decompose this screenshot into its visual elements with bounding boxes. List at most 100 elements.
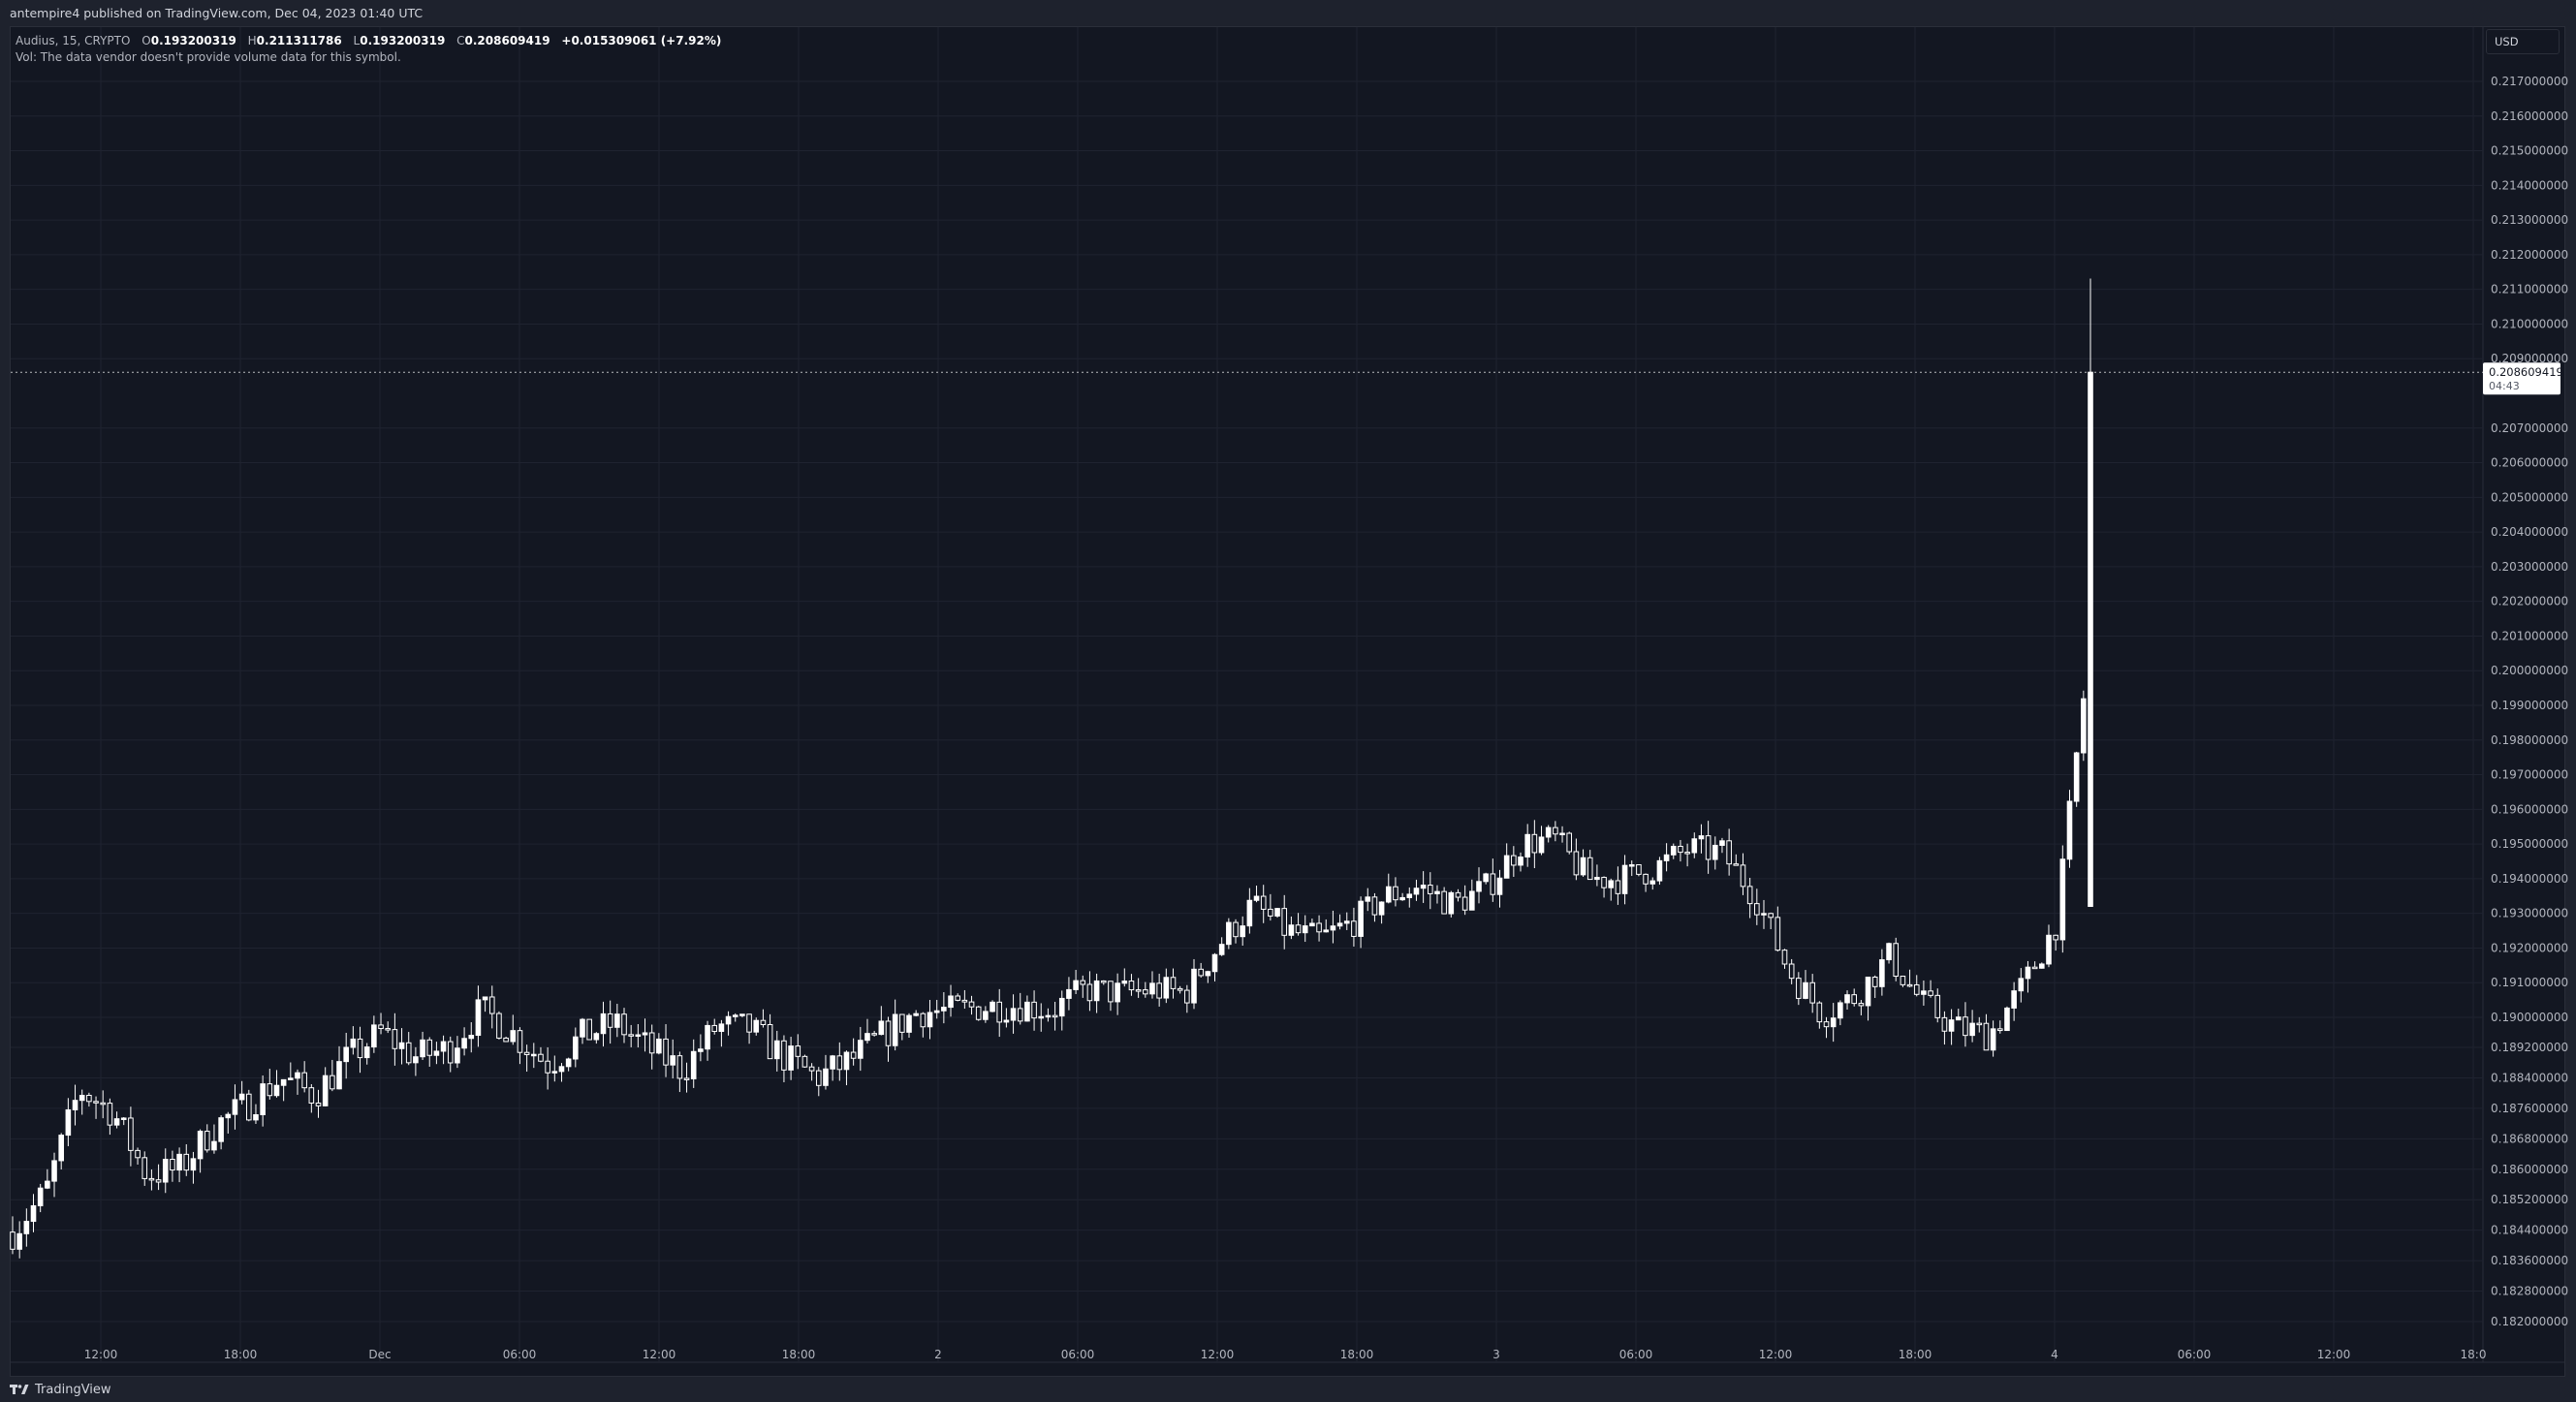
time-tick-label: 18:0 bbox=[2461, 1348, 2487, 1361]
candle-body bbox=[1052, 1014, 1058, 1018]
candle-body bbox=[1268, 908, 1273, 917]
candle-body bbox=[1628, 864, 1635, 867]
candle-body bbox=[2046, 934, 2052, 965]
candle-body bbox=[107, 1103, 113, 1126]
candle-body bbox=[1608, 880, 1615, 888]
time-tick-label: 12:00 bbox=[2317, 1348, 2351, 1361]
currency-selector[interactable]: USD bbox=[2486, 29, 2560, 54]
candle-body bbox=[1963, 1016, 1968, 1037]
price-tick-label: 0.212000000 bbox=[2491, 248, 2568, 262]
candle-body bbox=[245, 1093, 252, 1121]
price-tick-label: 0.205000000 bbox=[2491, 490, 2568, 504]
candle-body bbox=[10, 1231, 16, 1250]
time-tick-label: 06:00 bbox=[1061, 1348, 1095, 1361]
candle-body bbox=[1211, 953, 1218, 973]
candle-body bbox=[440, 1041, 447, 1052]
price-tick-label: 0.188400000 bbox=[2491, 1071, 2568, 1084]
candle-body bbox=[558, 1066, 565, 1073]
candle-body bbox=[16, 1232, 22, 1250]
candle-body bbox=[858, 1040, 864, 1059]
price-tick-label: 0.197000000 bbox=[2491, 768, 2568, 782]
candle-body bbox=[1921, 990, 1927, 995]
candle-body bbox=[420, 1039, 425, 1058]
candle-body bbox=[1385, 886, 1392, 903]
candle-body bbox=[1871, 977, 1878, 987]
candle-body bbox=[795, 1045, 801, 1057]
price-tick-label: 0.187600000 bbox=[2491, 1102, 2568, 1115]
candle-body bbox=[892, 1013, 898, 1046]
price-tick-label: 0.209000000 bbox=[2491, 352, 2568, 365]
candle-body bbox=[1358, 900, 1364, 937]
candle-body bbox=[2073, 752, 2080, 802]
candle-body bbox=[1948, 1019, 1955, 1032]
candle-body bbox=[1003, 1019, 1010, 1023]
bar-countdown: 04:43 bbox=[2489, 380, 2520, 392]
candle-body bbox=[37, 1187, 44, 1206]
time-tick-label: 2 bbox=[934, 1348, 942, 1361]
time-tick-label: 4 bbox=[2051, 1348, 2058, 1361]
candle-body bbox=[1775, 917, 1781, 951]
candle-body bbox=[530, 1053, 537, 1057]
symbol-label[interactable]: Audius, 15, CRYPTO bbox=[16, 34, 131, 47]
candle-body bbox=[1260, 895, 1267, 910]
candle-body bbox=[1205, 971, 1211, 977]
candle-body bbox=[1955, 1016, 1962, 1021]
candle-body bbox=[2081, 698, 2087, 754]
price-tick-label: 0.217000000 bbox=[2491, 75, 2568, 88]
candle-body bbox=[642, 1032, 648, 1036]
price-axis[interactable]: 0.217000000 0.216000000 0.215000000 0.21400… bbox=[2491, 75, 2568, 1328]
candle-body bbox=[1670, 845, 1677, 856]
candle-body bbox=[2031, 966, 2038, 970]
candle-body bbox=[1240, 925, 1245, 938]
tradingview-brand[interactable]: TradingView bbox=[10, 1378, 111, 1401]
chart-panel[interactable] bbox=[10, 26, 2565, 1377]
change-value: +0.015309061 (+7.92%) bbox=[561, 34, 722, 47]
candle-body bbox=[1496, 877, 1503, 895]
candle-body bbox=[162, 1159, 169, 1183]
candle-body bbox=[308, 1087, 315, 1104]
volume-note: Vol: The data vendor doesn't provide vol… bbox=[16, 50, 401, 64]
candle-body bbox=[1545, 826, 1552, 838]
price-tick-label: 0.194000000 bbox=[2491, 872, 2568, 886]
candle-body bbox=[1573, 851, 1580, 876]
candle-body bbox=[357, 1038, 363, 1059]
candle-body bbox=[65, 1108, 72, 1137]
candle-body bbox=[808, 1066, 815, 1072]
candle-body bbox=[1511, 855, 1517, 866]
candle-body bbox=[1108, 981, 1114, 1003]
candle-body bbox=[1058, 997, 1065, 1017]
candle-body bbox=[1476, 881, 1482, 892]
candle-body bbox=[1198, 968, 1204, 977]
tradingview-logo-icon bbox=[10, 1385, 29, 1394]
last-price-label-bg bbox=[2483, 362, 2560, 395]
candle-body bbox=[1302, 925, 1308, 934]
candle-body bbox=[1461, 896, 1468, 911]
candle-body bbox=[461, 1038, 467, 1049]
candle-body bbox=[1788, 963, 1795, 980]
candle-body bbox=[1413, 888, 1420, 895]
candle-body bbox=[455, 1047, 460, 1064]
candle-body bbox=[1246, 899, 1253, 927]
candle-body bbox=[1796, 978, 1802, 999]
candle-body bbox=[1586, 857, 1593, 881]
price-tick-label: 0.206000000 bbox=[2491, 456, 2568, 470]
candle-body bbox=[843, 1051, 850, 1071]
candle-body bbox=[648, 1032, 655, 1054]
candle-body bbox=[176, 1153, 182, 1171]
price-tick-label: 0.199000000 bbox=[2491, 699, 2568, 712]
candle-body bbox=[2025, 966, 2031, 980]
candle-body bbox=[1934, 994, 1941, 1018]
candle-body bbox=[1524, 833, 1530, 858]
time-axis[interactable]: 12:00 18:00 Dec 06:00 12:00 18:00 2 06:00 12:00 1… bbox=[84, 1348, 2487, 1361]
candle-body bbox=[280, 1078, 287, 1086]
candle-body bbox=[295, 1072, 300, 1079]
candle-body bbox=[656, 1038, 662, 1054]
candle-body bbox=[204, 1131, 210, 1151]
candle-body bbox=[100, 1102, 107, 1106]
candle-body bbox=[1378, 901, 1385, 916]
candles bbox=[10, 278, 2093, 1259]
candle-body bbox=[482, 996, 488, 1001]
candle-body bbox=[614, 1013, 620, 1028]
candle-body bbox=[1441, 890, 1447, 915]
